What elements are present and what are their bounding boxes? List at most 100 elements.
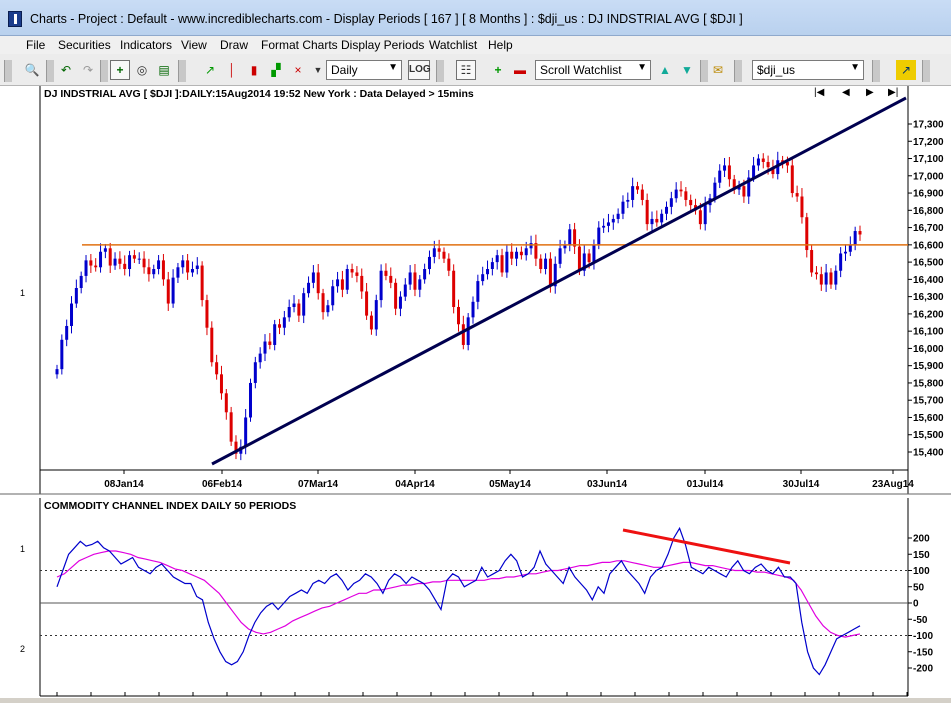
candle-body bbox=[379, 270, 383, 301]
candle-body bbox=[515, 251, 519, 259]
price-y-tick-label: 16,300 bbox=[913, 292, 944, 303]
cci-panel-label-2: 2 bbox=[20, 644, 25, 654]
toolbar-grip[interactable] bbox=[46, 60, 54, 82]
candle-body bbox=[563, 244, 567, 249]
candlestick-icon[interactable]: ▮ bbox=[250, 63, 258, 77]
symbol-select[interactable]: $dji_us ▼ bbox=[752, 60, 864, 80]
candle-body bbox=[631, 186, 635, 200]
price-panel-label: 1 bbox=[20, 288, 25, 298]
toolbar-grip[interactable] bbox=[700, 60, 708, 82]
mail-icon[interactable]: ✉ bbox=[712, 63, 724, 77]
toolbar-grip[interactable] bbox=[178, 60, 186, 82]
candle-body bbox=[655, 218, 659, 223]
scroll-down-icon[interactable]: ▼ bbox=[681, 63, 693, 77]
candle-body bbox=[118, 258, 122, 264]
toolbar: 🔍 ↶ ↷ + ◎ ▤ ↗ │ ▮ ▞ × ▼ Daily ▼ LOG ☷ + … bbox=[0, 54, 951, 86]
cci-y-tick-label: 200 bbox=[913, 534, 930, 545]
candle-body bbox=[384, 270, 388, 276]
scroll-start-button[interactable]: |◀ bbox=[814, 87, 825, 98]
toolbar-grip[interactable] bbox=[734, 60, 742, 82]
info-icon[interactable]: ◎ bbox=[136, 63, 148, 77]
candle-body bbox=[606, 222, 610, 226]
candle-body bbox=[171, 277, 175, 304]
menu-watchlist[interactable]: Watchlist bbox=[429, 38, 478, 52]
line-chart-icon[interactable]: ↗ bbox=[204, 63, 216, 77]
window-title: Charts - Project : Default - www.incredi… bbox=[30, 12, 743, 26]
candle-body bbox=[176, 267, 180, 278]
watchlist-select[interactable]: Scroll Watchlist ▼ bbox=[535, 60, 651, 80]
scroll-back-button[interactable]: ◀ bbox=[842, 87, 850, 98]
scroll-up-icon[interactable]: ▲ bbox=[659, 63, 671, 77]
candle-body bbox=[316, 272, 320, 294]
menu-indicators[interactable]: Indicators bbox=[120, 38, 173, 52]
menu-bar: File Securities Indicators View Draw For… bbox=[0, 36, 951, 54]
cci-y-tick-label: 0 bbox=[913, 599, 919, 610]
candle-body bbox=[461, 324, 465, 345]
zoom-icon[interactable]: 🔍 bbox=[24, 63, 40, 77]
log-scale-button[interactable]: LOG bbox=[408, 60, 431, 80]
cci-x-ticks bbox=[56, 692, 908, 696]
candle-body bbox=[108, 248, 112, 266]
price-y-tick-label: 17,300 bbox=[913, 120, 944, 131]
title-bar[interactable]: Charts - Project : Default - www.incredi… bbox=[0, 0, 951, 36]
scroll-end-button[interactable]: ▶| bbox=[888, 87, 898, 98]
toolbar-grip[interactable] bbox=[872, 60, 880, 82]
toolbar-grip[interactable] bbox=[922, 60, 930, 82]
candle-body bbox=[65, 325, 69, 340]
cci-y-ticks: 200 150 100 50 0 -50 -100 -150 -200 bbox=[908, 534, 933, 675]
candle-body bbox=[326, 305, 330, 313]
go-icon[interactable]: ↗ bbox=[896, 60, 916, 80]
chart-canvas[interactable]: DJ INDSTRIAL AVG [ $DJI ]:DAILY:15Aug201… bbox=[0, 86, 951, 698]
price-x-tick-label: 05May14 bbox=[489, 479, 531, 490]
query-icon[interactable]: ☷ bbox=[456, 60, 476, 80]
candle-body bbox=[132, 255, 136, 259]
scroll-nav: |◀ ◀ ▶ ▶| bbox=[814, 87, 898, 98]
toolbar-grip[interactable] bbox=[100, 60, 108, 82]
candle-body bbox=[142, 258, 146, 268]
price-x-tick-label: 30Jul14 bbox=[783, 479, 820, 490]
period-select-value: Daily bbox=[331, 63, 358, 77]
ohlc-icon[interactable]: ▞ bbox=[271, 63, 281, 77]
price-y-tick-label: 16,400 bbox=[913, 275, 944, 286]
price-y-tick-label: 16,100 bbox=[913, 327, 944, 338]
cci-moving-average-line bbox=[56, 550, 861, 638]
candle-body bbox=[805, 217, 809, 251]
candle-body bbox=[577, 246, 581, 271]
toolbar-grip[interactable] bbox=[436, 60, 444, 82]
menu-securities[interactable]: Securities bbox=[58, 38, 111, 52]
candle-body bbox=[442, 251, 446, 259]
point-figure-icon[interactable]: × bbox=[294, 63, 302, 77]
candle-body bbox=[665, 206, 669, 214]
candle-body bbox=[602, 225, 606, 228]
remove-watchlist-icon[interactable]: ▬ bbox=[514, 63, 526, 77]
cci-divergence-line[interactable] bbox=[622, 528, 791, 565]
candle-body bbox=[244, 417, 248, 447]
bar-chart-icon[interactable]: │ bbox=[228, 63, 236, 77]
candle-body bbox=[103, 248, 107, 252]
redo-icon[interactable]: ↷ bbox=[82, 63, 94, 77]
candle-body bbox=[195, 265, 199, 270]
cci-y-tick-label: 150 bbox=[913, 550, 930, 561]
candle-body bbox=[573, 229, 577, 247]
layout-icon[interactable]: ▤ bbox=[158, 63, 170, 77]
menu-draw[interactable]: Draw bbox=[220, 38, 249, 52]
chart-type-dropdown-icon[interactable]: ▼ bbox=[313, 65, 323, 75]
cci-y-tick-label: -100 bbox=[913, 631, 933, 642]
menu-view[interactable]: View bbox=[181, 38, 207, 52]
candle-body bbox=[737, 186, 741, 190]
candle-body bbox=[752, 165, 756, 178]
crosshair-icon[interactable]: + bbox=[110, 60, 130, 80]
candle-body bbox=[756, 158, 760, 166]
uptrend-line[interactable] bbox=[211, 96, 907, 466]
menu-help[interactable]: Help bbox=[488, 38, 513, 52]
add-watchlist-icon[interactable]: + bbox=[494, 63, 502, 77]
menu-format-charts[interactable]: Format Charts bbox=[261, 38, 338, 52]
menu-display-periods[interactable]: Display Periods bbox=[341, 38, 425, 52]
menu-file[interactable]: File bbox=[26, 38, 46, 52]
toolbar-grip[interactable] bbox=[4, 60, 12, 82]
candle-body bbox=[394, 282, 398, 309]
scroll-forward-button[interactable]: ▶ bbox=[866, 87, 874, 98]
price-x-tick-label: 23Aug14 bbox=[872, 479, 914, 490]
period-select[interactable]: Daily ▼ bbox=[326, 60, 402, 80]
undo-icon[interactable]: ↶ bbox=[60, 63, 72, 77]
